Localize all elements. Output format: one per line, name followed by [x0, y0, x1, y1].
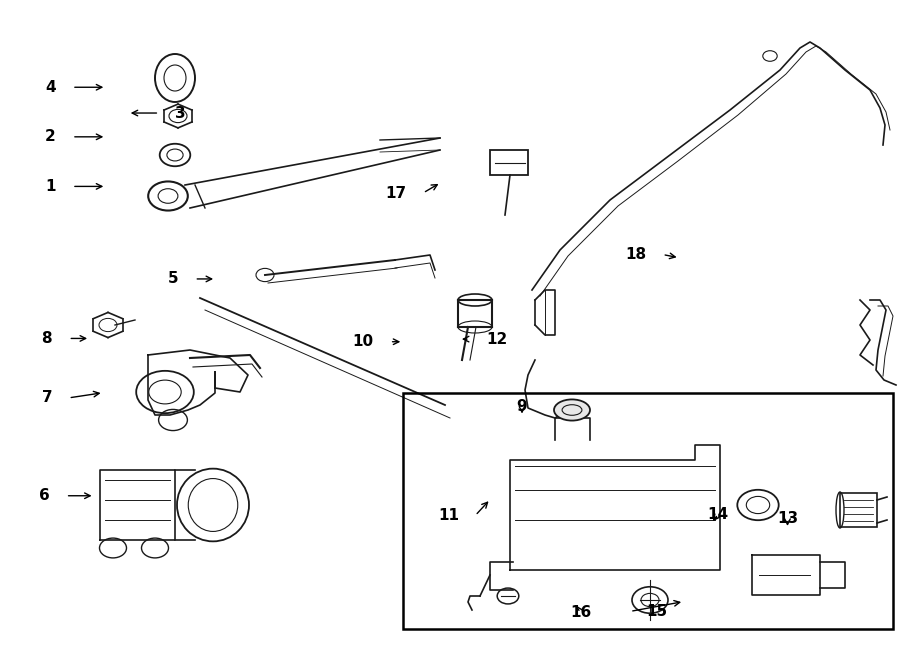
Text: 18: 18	[626, 247, 646, 262]
Bar	[403, 393, 893, 629]
Text: 6: 6	[39, 488, 50, 503]
Text: 10: 10	[353, 334, 374, 349]
Text: 2: 2	[45, 130, 56, 144]
Text: 17: 17	[386, 186, 407, 200]
Ellipse shape	[554, 399, 590, 420]
Text: 1: 1	[45, 179, 56, 194]
Text: 8: 8	[41, 331, 52, 346]
Text: 12: 12	[486, 332, 508, 346]
Text: 13: 13	[777, 512, 798, 526]
Text: 4: 4	[45, 80, 56, 95]
Text: 15: 15	[646, 604, 667, 619]
Text: 14: 14	[707, 507, 729, 522]
Text: 5: 5	[167, 272, 178, 286]
Text: 9: 9	[517, 399, 527, 414]
Text: 7: 7	[41, 391, 52, 405]
Text: 3: 3	[176, 106, 186, 120]
Text: 11: 11	[438, 508, 459, 523]
Text: 16: 16	[570, 605, 591, 620]
